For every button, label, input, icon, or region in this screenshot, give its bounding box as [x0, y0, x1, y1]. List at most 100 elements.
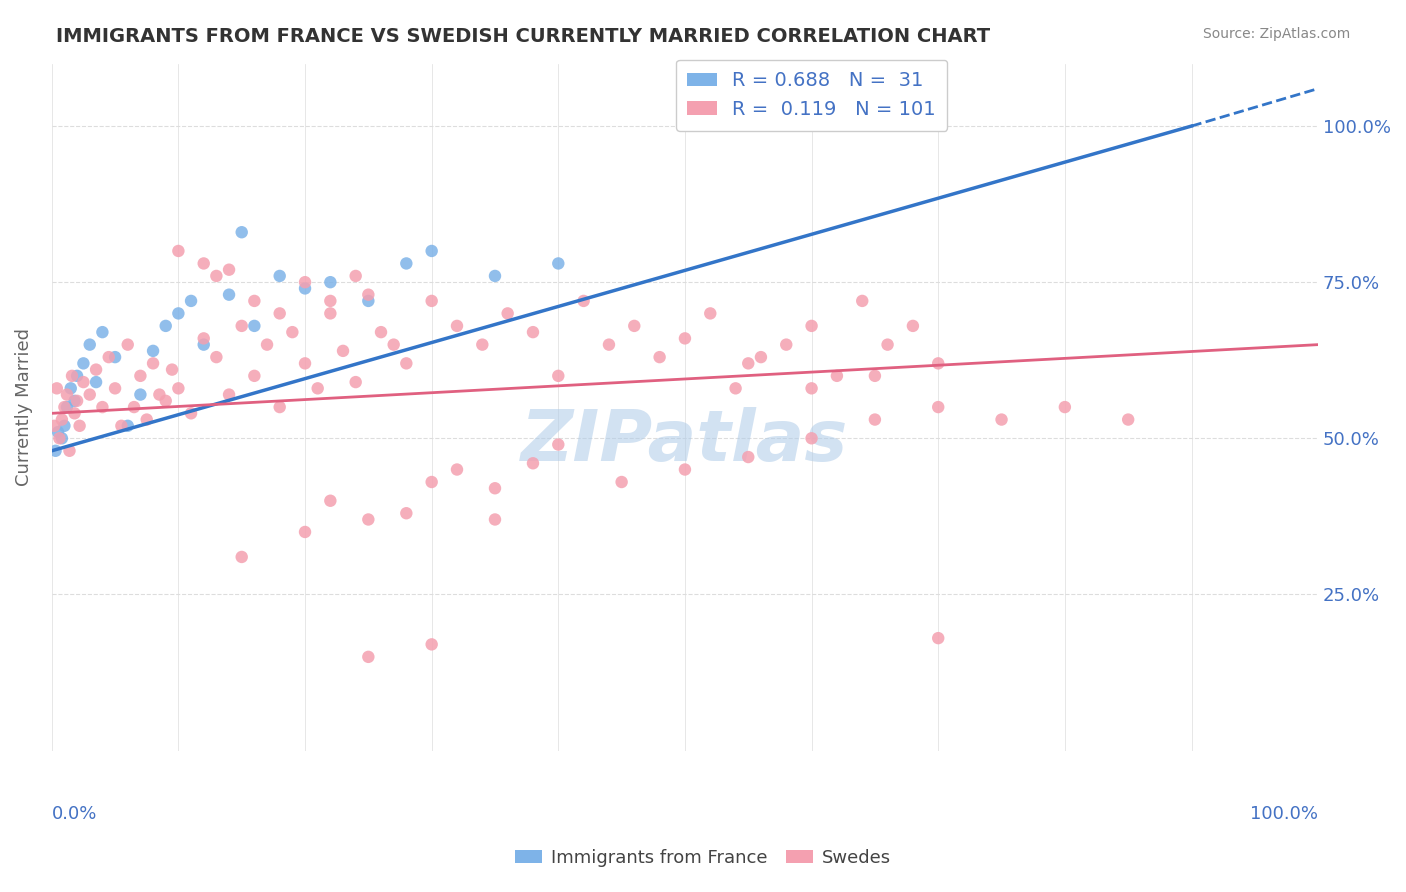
Point	[294, 524, 316, 539]
Point	[484, 481, 506, 495]
Point	[167, 381, 190, 395]
Point	[148, 387, 170, 401]
Point	[990, 412, 1012, 426]
Point	[344, 268, 367, 283]
Point	[66, 368, 89, 383]
Point	[129, 387, 152, 401]
Point	[395, 256, 418, 270]
Point	[243, 293, 266, 308]
Point	[205, 350, 228, 364]
Point	[357, 512, 380, 526]
Point	[357, 649, 380, 664]
Point	[129, 368, 152, 383]
Point	[218, 262, 240, 277]
Point	[281, 325, 304, 339]
Point	[63, 393, 86, 408]
Point	[395, 506, 418, 520]
Point	[294, 275, 316, 289]
Point	[53, 418, 76, 433]
Point	[84, 375, 107, 389]
Point	[1053, 400, 1076, 414]
Point	[218, 287, 240, 301]
Point	[155, 318, 177, 333]
Point	[294, 356, 316, 370]
Point	[927, 356, 949, 370]
Point	[45, 443, 67, 458]
Point	[420, 293, 443, 308]
Point	[256, 337, 278, 351]
Point	[218, 387, 240, 401]
Point	[673, 331, 696, 345]
Point	[243, 318, 266, 333]
Point	[699, 306, 721, 320]
Point	[56, 387, 79, 401]
Point	[269, 306, 291, 320]
Point	[319, 275, 342, 289]
Point	[48, 431, 70, 445]
Point	[167, 306, 190, 320]
Point	[496, 306, 519, 320]
Point	[319, 306, 342, 320]
Text: 0.0%: 0.0%	[52, 805, 97, 823]
Point	[547, 368, 569, 383]
Point	[876, 337, 898, 351]
Point	[142, 343, 165, 358]
Point	[800, 318, 823, 333]
Point	[673, 462, 696, 476]
Point	[863, 368, 886, 383]
Legend: Immigrants from France, Swedes: Immigrants from France, Swedes	[508, 842, 898, 874]
Point	[825, 368, 848, 383]
Point	[927, 631, 949, 645]
Point	[58, 443, 80, 458]
Text: ZIPatlas: ZIPatlas	[522, 407, 849, 476]
Point	[79, 337, 101, 351]
Point	[370, 325, 392, 339]
Point	[800, 381, 823, 395]
Point	[84, 362, 107, 376]
Point	[72, 356, 94, 370]
Point	[572, 293, 595, 308]
Point	[737, 450, 759, 464]
Point	[446, 462, 468, 476]
Point	[851, 293, 873, 308]
Point	[471, 337, 494, 351]
Point	[155, 393, 177, 408]
Point	[60, 368, 83, 383]
Point	[863, 412, 886, 426]
Point	[357, 293, 380, 308]
Point	[193, 331, 215, 345]
Text: IMMIGRANTS FROM FRANCE VS SWEDISH CURRENTLY MARRIED CORRELATION CHART: IMMIGRANTS FROM FRANCE VS SWEDISH CURREN…	[56, 27, 990, 45]
Point	[484, 268, 506, 283]
Point	[142, 356, 165, 370]
Point	[243, 368, 266, 383]
Point	[724, 381, 747, 395]
Point	[598, 337, 620, 351]
Point	[522, 325, 544, 339]
Point	[357, 287, 380, 301]
Point	[269, 400, 291, 414]
Point	[269, 268, 291, 283]
Point	[46, 425, 69, 439]
Point	[395, 356, 418, 370]
Point	[193, 256, 215, 270]
Point	[332, 343, 354, 358]
Point	[110, 418, 132, 433]
Point	[45, 381, 67, 395]
Point	[319, 293, 342, 308]
Point	[79, 387, 101, 401]
Text: 100.0%: 100.0%	[1250, 805, 1319, 823]
Point	[193, 337, 215, 351]
Point	[927, 400, 949, 414]
Point	[623, 318, 645, 333]
Point	[547, 256, 569, 270]
Point	[446, 318, 468, 333]
Point	[180, 406, 202, 420]
Y-axis label: Currently Married: Currently Married	[15, 328, 32, 486]
Point	[294, 281, 316, 295]
Point	[91, 325, 114, 339]
Point	[53, 400, 76, 414]
Point	[610, 475, 633, 489]
Point	[72, 375, 94, 389]
Point	[547, 437, 569, 451]
Point	[117, 418, 139, 433]
